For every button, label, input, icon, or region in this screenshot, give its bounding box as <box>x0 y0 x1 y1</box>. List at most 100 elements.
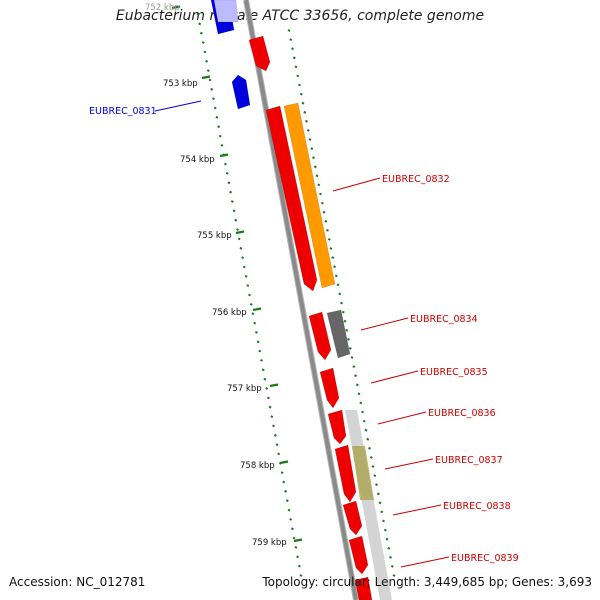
outer-tick <box>340 301 343 305</box>
ruler-tick <box>203 50 207 54</box>
outer-tick <box>319 192 322 196</box>
ruler-tick <box>241 256 245 259</box>
outer-tick <box>327 238 331 241</box>
label-leader-line <box>360 317 409 331</box>
outer-tick <box>291 47 294 51</box>
gene-feature-a[interactable] <box>248 35 271 72</box>
gene-feature-eubrec-0836[interactable] <box>327 409 347 445</box>
gene-feature-eubrec-0839[interactable] <box>348 535 369 575</box>
ruler-tick <box>229 190 233 194</box>
ruler-tick <box>198 22 202 26</box>
outer-tick <box>364 428 368 432</box>
feature-bands <box>345 410 392 600</box>
ruler-tick <box>215 115 219 119</box>
outer-tick <box>361 410 364 414</box>
gene-features[interactable] <box>210 0 373 600</box>
gene-label[interactable]: EUBREC_0836 <box>428 408 496 419</box>
gene-feature-eubrec-0835[interactable] <box>319 367 340 409</box>
ruler-tick <box>277 452 281 456</box>
ruler-tick <box>248 293 251 297</box>
ruler-tick <box>280 471 284 474</box>
gene-feature-long-red[interactable] <box>265 105 318 292</box>
outer-tick <box>305 119 308 123</box>
outer-tick <box>310 147 314 150</box>
gene-feature-eubrec-0832[interactable] <box>283 102 336 289</box>
ruler-major-tick <box>219 153 229 158</box>
ruler-tick <box>297 564 301 568</box>
ruler-label: 759 kbp <box>252 538 287 548</box>
ruler-tick <box>268 405 272 409</box>
gene-feature-eubrec-0831[interactable] <box>231 74 251 110</box>
gene-label[interactable]: EUBREC_0838 <box>443 501 511 512</box>
gene-feature-eubrec-0838[interactable] <box>342 500 363 536</box>
ruler-major-tick <box>171 5 181 10</box>
gene-feature-top-light[interactable] <box>213 0 239 23</box>
outer-tick <box>366 437 370 441</box>
ruler-tick <box>211 97 215 100</box>
outer-tick <box>320 201 324 205</box>
ruler-tick <box>258 349 262 353</box>
ruler-tick <box>282 480 286 484</box>
outer-tick <box>348 347 352 350</box>
ruler-tick <box>249 303 253 306</box>
label-leader-line <box>384 458 434 470</box>
gene-feature-eubrec-0834-a[interactable] <box>308 311 332 361</box>
label-leader-line <box>154 100 202 112</box>
gene-feature-eubrec-0837[interactable] <box>334 444 357 503</box>
gene-label-leaders <box>154 100 450 568</box>
gene-labels[interactable]: EUBREC_0831 EUBREC_0832 EUBREC_0834 EUBREC_… <box>89 106 519 564</box>
genome-title: Eubacterium rectale ATCC 33656, complete… <box>115 8 485 24</box>
ruler-tick <box>210 87 214 91</box>
outer-tick <box>359 401 363 405</box>
ruler-tick <box>237 237 241 241</box>
gene-label[interactable]: EUBREC_0839 <box>451 553 519 564</box>
outer-tick <box>387 546 391 550</box>
olive-feature-band <box>352 446 374 500</box>
outer-tick <box>287 29 291 32</box>
gene-label[interactable]: EUBREC_0831 <box>89 106 157 117</box>
outer-tick <box>308 138 312 141</box>
outer-tick <box>322 210 326 214</box>
ruler-labels: 752 kbp 753 kbp 754 kbp 755 kbp 756 kbp 757 k… <box>145 3 287 548</box>
ruler-tick <box>213 106 217 110</box>
ruler-tick <box>261 368 265 372</box>
outer-tick <box>298 83 301 87</box>
ruler-label: 753 kbp <box>163 79 198 89</box>
ruler-major-tick <box>269 383 279 388</box>
outer-tick <box>345 328 349 332</box>
ruler-label: 754 kbp <box>180 155 215 165</box>
ruler-label: 758 kbp <box>240 461 275 471</box>
gene-feature-eubrec-0834[interactable] <box>326 309 351 359</box>
ruler-label: 756 kbp <box>212 308 247 318</box>
ruler-tick <box>256 340 260 344</box>
ruler-tick <box>251 312 255 316</box>
gene-label[interactable]: EUBREC_0835 <box>420 367 488 378</box>
outer-tick <box>373 474 377 477</box>
accession-text: Accession: NC_012781 <box>9 575 146 589</box>
gene-label[interactable]: EUBREC_0837 <box>435 455 503 466</box>
outer-tick <box>375 483 378 487</box>
outer-tick <box>317 183 321 187</box>
outer-tick <box>338 292 342 296</box>
gene-label[interactable]: EUBREC_0834 <box>410 314 478 325</box>
ruler-tick <box>208 78 212 82</box>
outer-tick <box>389 555 392 559</box>
ruler-major-tick <box>235 230 245 235</box>
gene-feature-bottom[interactable] <box>354 576 373 600</box>
ruler-tick <box>242 265 246 269</box>
ruler-tick <box>236 228 239 231</box>
outer-tick <box>362 419 366 423</box>
ruler-tick <box>201 41 205 44</box>
outer-tick <box>392 574 396 577</box>
outer-tick <box>313 165 317 169</box>
outer-tick <box>326 228 329 232</box>
ruler-tick <box>230 200 234 203</box>
label-leader-line <box>370 370 419 384</box>
ruler-tick <box>266 396 270 400</box>
gene-label[interactable]: EUBREC_0832 <box>382 174 450 185</box>
genome-backbone <box>243 0 359 600</box>
ruler-tick <box>196 13 200 16</box>
outer-tick <box>294 65 298 69</box>
outer-tick <box>329 247 333 250</box>
